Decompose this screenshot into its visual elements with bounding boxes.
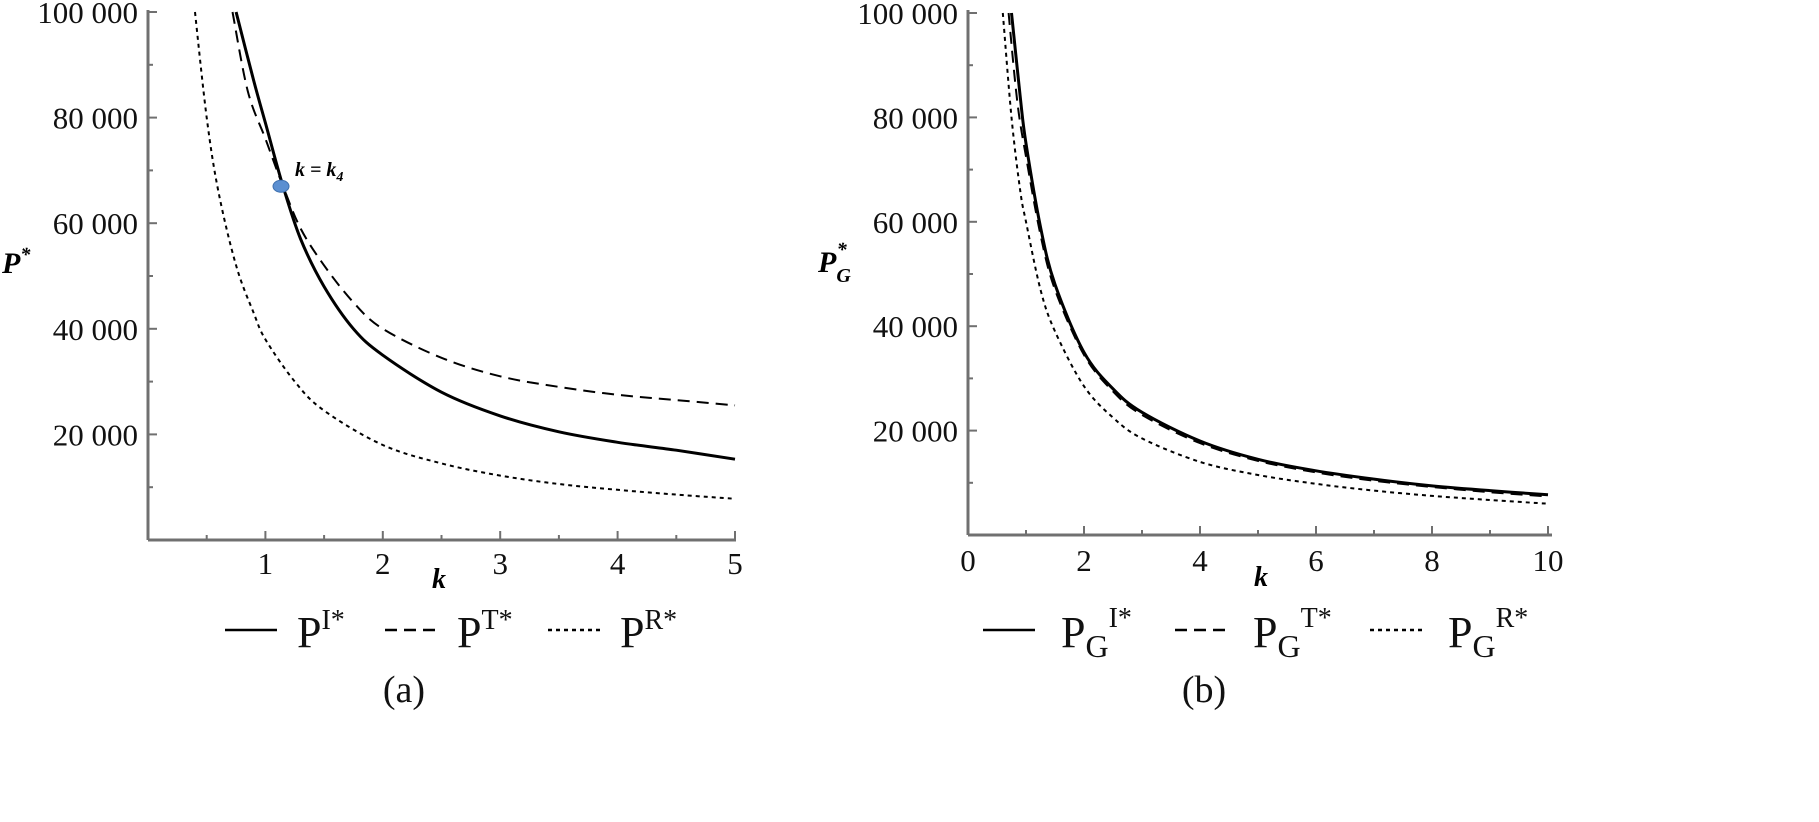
tick-labels-a: 20 000 40 000 60 000 80 000 100 000 1 2 3 4 5 — [37, 0, 743, 581]
y-tick-label-a: 100 000 — [37, 0, 138, 30]
chart-panel-b: 20 000 40 000 60 000 80 000 100 000 0 2 4 6 8 10 P… — [817, 0, 1564, 711]
y-tick-label-b: 60 000 — [873, 205, 958, 240]
y-tick-label-b: 20 000 — [873, 414, 958, 449]
chart-panel-a: 20 000 40 000 60 000 80 000 100 000 1 2 3 4 5 k =… — [1, 0, 743, 711]
y-tick-label-b: 40 000 — [873, 309, 958, 344]
x-tick-label-b: 0 — [960, 543, 976, 578]
panel-caption-b: (b) — [1182, 669, 1226, 711]
tick-labels-b: 20 000 40 000 60 000 80 000 100 000 0 2 4 6 8 10 — [857, 0, 1563, 578]
x-tick-label-a: 3 — [492, 546, 508, 581]
series-line-a-t — [231, 11, 736, 407]
y-axis-label-b-sub: G — [836, 265, 851, 287]
y-axis-label-a-main: P — [1, 247, 21, 280]
x-tick-label-a: 4 — [610, 546, 626, 581]
legend-label-a-0: PI* — [297, 605, 345, 657]
x-tick-label-b: 8 — [1424, 543, 1440, 578]
y-axis-label-a: P* — [1, 244, 31, 280]
x-axis-label-a: k — [432, 564, 446, 595]
x-tick-label-a: 2 — [375, 546, 391, 581]
y-axis-label-b: PG * — [817, 239, 851, 287]
x-tick-label-a: 5 — [727, 546, 743, 581]
y-tick-label-a: 60 000 — [53, 206, 138, 241]
y-tick-label-a: 80 000 — [53, 101, 138, 136]
ticks-b — [967, 12, 1549, 535]
y-tick-label-a: 40 000 — [53, 312, 138, 347]
curves-a — [194, 11, 736, 500]
series-line-b-t — [1007, 12, 1549, 498]
legend-label-a-1: PT* — [457, 605, 513, 657]
intersection-marker — [272, 179, 290, 193]
legend-label-b-1: PGT* — [1253, 603, 1332, 664]
y-axis-label-b-sup: * — [837, 239, 848, 261]
series-line-a-i — [234, 11, 736, 461]
y-axis-label-b-main: P — [817, 246, 837, 279]
y-tick-label-b: 80 000 — [873, 100, 958, 135]
panel-caption-a: (a) — [383, 669, 425, 711]
legend-a: PI* PT* PR* — [225, 605, 677, 657]
x-axis-label-b: k — [1254, 562, 1268, 593]
legend-label-b-0: PGI* — [1061, 603, 1132, 664]
series-line-a-r — [194, 11, 736, 500]
axes-b — [966, 10, 1552, 537]
ticks-a — [148, 11, 736, 540]
y-tick-label-a: 20 000 — [53, 417, 138, 452]
x-tick-label-b: 6 — [1308, 543, 1324, 578]
x-tick-label-b: 2 — [1076, 543, 1092, 578]
curves-b — [1001, 12, 1549, 505]
series-line-b-r — [1001, 12, 1549, 505]
axes-a — [146, 10, 736, 542]
annotation-a: k = k4 — [272, 159, 343, 193]
y-tick-label-b: 100 000 — [857, 0, 958, 31]
y-axis-label-a-sup: * — [20, 244, 31, 266]
series-line-b-i — [1010, 12, 1549, 497]
x-tick-label-b: 4 — [1192, 543, 1208, 578]
legend-label-b-2: PGR* — [1448, 603, 1528, 664]
annotation-label: k = k4 — [295, 159, 343, 185]
legend-label-a-2: PR* — [620, 605, 677, 657]
x-tick-label-b: 10 — [1533, 543, 1564, 578]
legend-b: PGI* PGT* PGR* — [983, 603, 1528, 664]
x-tick-label-a: 1 — [258, 546, 274, 581]
